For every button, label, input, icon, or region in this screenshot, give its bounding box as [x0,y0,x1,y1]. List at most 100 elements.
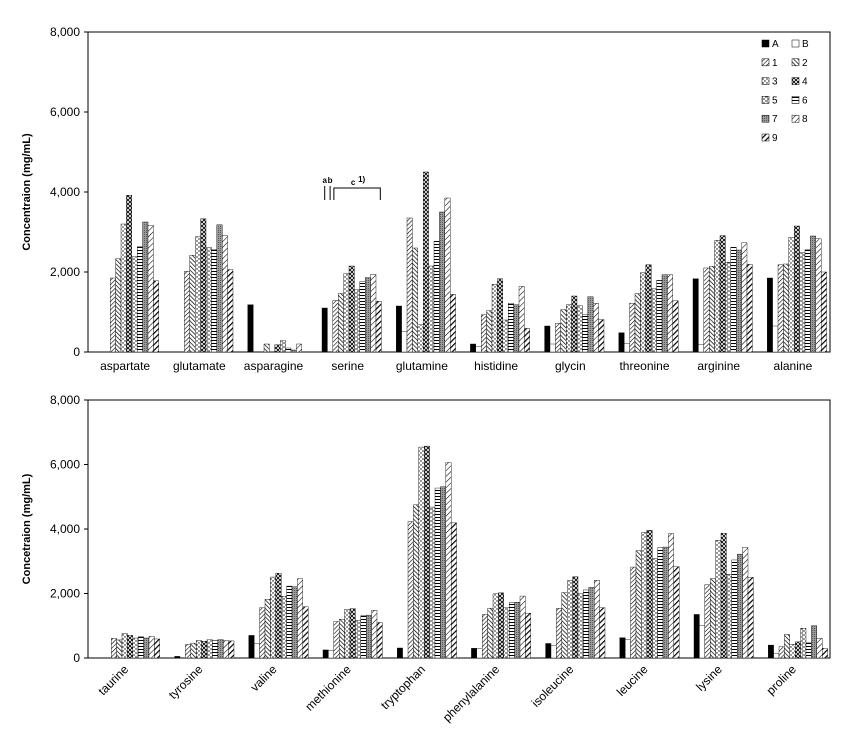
bar-alanine-a [767,277,773,353]
bar-phenylalanine-4 [498,592,504,659]
bar-threonine-4 [645,264,652,353]
bar-tyrosine-9 [228,640,235,659]
legend-swatch-1 [761,58,770,67]
annotation-label-c: c [351,178,356,187]
bar-methionine-8 [371,610,378,659]
legend-swatch-8 [791,114,800,123]
category-label: tyrosine [166,662,206,702]
bar-glycin-5 [576,305,583,353]
annotation-label-b: b [328,176,333,185]
legend-swatch-3 [761,77,770,85]
category-label: isoleucine [529,662,577,710]
bar-arginine-b [698,344,705,353]
bar-asparagine-5 [280,340,286,353]
bar-methionine-2 [339,619,345,659]
bar-threonine-5 [651,288,657,353]
bar-taurine-4 [127,635,134,659]
bar-alanine-2 [783,263,790,353]
bar-aspartate-3 [120,223,127,353]
y-tick-label: 2,000 [50,265,80,279]
category-label: histidine [474,359,518,373]
bar-tryptophan-8 [445,462,452,659]
bar-proline-b [773,652,780,659]
legend-label-5: 5 [772,95,778,106]
category-label: methionine [302,662,354,714]
bar-glutamate-8 [221,235,228,353]
bar-serine-3 [343,273,350,353]
legend-swatch-6 [791,96,800,104]
bar-isoleucine-7 [588,587,595,659]
legend-label-9: 9 [772,133,778,144]
bar-taurine-2 [116,639,123,659]
bar-valine-3 [270,576,276,659]
bar-leucine-6 [657,547,664,659]
bar-asparagine-6 [285,347,292,353]
bar-isoleucine-a [545,643,552,659]
bar-glycin-2 [560,309,567,353]
bar-threonine-2 [634,293,641,353]
bar-histidine-3 [491,284,498,353]
bar-phenylalanine-6 [509,602,515,659]
y-tick-label: 8,000 [50,25,80,39]
bar-alanine-1 [777,264,784,353]
y-tick-label: 4,000 [50,185,80,199]
bar-aspartate-5 [131,256,138,353]
category-label: glycin [555,359,586,373]
y-tick-label: 2,000 [50,587,80,601]
annotation-label-a: a [322,176,327,185]
bar-aspartate-4 [126,194,133,353]
bar-lysine-2 [710,578,716,659]
bar-leucine-b [625,639,631,659]
bar-serine-2 [338,293,344,353]
bar-tyrosine-3 [195,640,202,659]
legend-label-a: A [772,39,779,50]
bar-arginine-5 [725,262,732,353]
bar-glutamate-5 [205,246,212,353]
bar-aspartate-9 [153,280,159,353]
bar-histidine-7 [513,304,520,353]
bar-arginine-7 [736,249,742,353]
bar-taurine-6 [137,636,144,659]
legend-label-8: 8 [802,114,808,125]
legend-swatch-9 [761,133,770,142]
bar-methionine-1 [333,621,340,659]
bar-valine-9 [302,606,309,659]
bar-glutamate-4 [200,218,207,353]
bar-leucine-7 [662,546,669,659]
bar-isoleucine-1 [556,608,563,659]
bar-histidine-1 [481,314,487,353]
bar-lysine-1 [704,584,711,659]
bar-histidine-a [470,343,476,353]
bar-taurine-5 [132,637,139,659]
bar-histidine-5 [502,319,509,353]
bar-glutamine-1 [406,217,413,353]
category-label: tryptophan [378,662,428,712]
category-label: proline [764,662,800,698]
bar-valine-a [248,635,255,659]
category-label: threonine [619,359,669,373]
legend-swatch-4 [791,77,800,85]
bar-alanine-3 [788,236,795,353]
bar-arginine-2 [709,266,715,353]
bar-threonine-b [624,343,630,353]
bar-alanine-9 [821,271,827,353]
legend-label-7: 7 [772,114,778,125]
bar-aspartate-1 [109,277,116,353]
bar-leucine-5 [652,558,658,659]
bar-serine-5 [354,289,360,353]
bar-glycin-8 [593,303,599,353]
bar-valine-b [253,643,260,659]
bar-glycin-9 [598,319,605,353]
category-label: glutamate [173,359,226,373]
bar-proline-7 [811,625,818,659]
bar-asparagine-8 [296,343,302,353]
bar-methionine-5 [355,620,361,659]
bar-glutamine-9 [450,294,456,353]
category-label: asparagine [244,359,304,373]
bar-tyrosine-2 [190,642,197,659]
bar-glutamine-b [401,331,408,353]
bar-isoleucine-5 [577,593,584,659]
bar-glutamate-6 [211,248,217,353]
bar-glycin-4 [571,295,578,353]
